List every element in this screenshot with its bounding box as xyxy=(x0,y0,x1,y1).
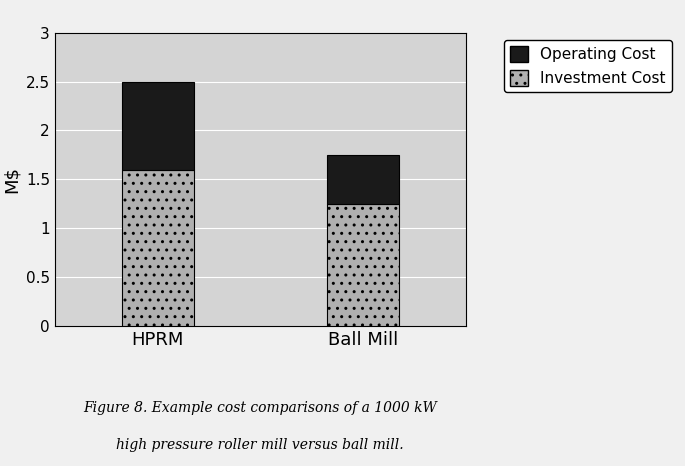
Y-axis label: M$: M$ xyxy=(2,166,21,193)
Bar xyxy=(327,155,399,204)
Text: high pressure roller mill versus ball mill.: high pressure roller mill versus ball mi… xyxy=(116,438,404,452)
Bar xyxy=(121,170,193,326)
Bar xyxy=(121,82,193,170)
Bar xyxy=(327,204,399,326)
Text: Figure 8. Example cost comparisons of a 1000 kW: Figure 8. Example cost comparisons of a … xyxy=(84,401,437,415)
Legend: Operating Cost, Investment Cost: Operating Cost, Investment Cost xyxy=(503,40,672,92)
